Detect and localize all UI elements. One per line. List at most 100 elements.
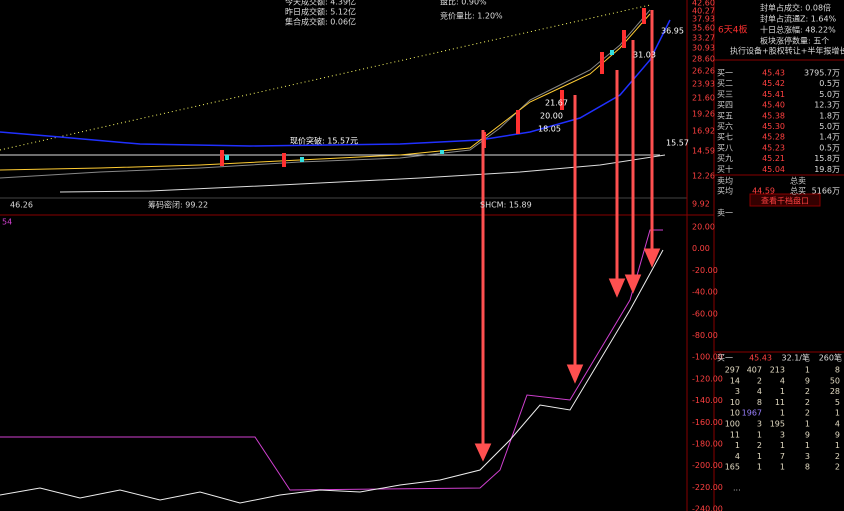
queue-cell: 213 — [770, 366, 785, 375]
button-frame[interactable] — [749, 193, 821, 207]
label: 买均 — [717, 186, 733, 196]
book-volume: 5.0万 — [819, 122, 840, 131]
queue-cell: 1 — [780, 387, 785, 396]
queue-cell: 28 — [830, 387, 840, 396]
queue-header: 45.43 — [749, 354, 772, 363]
queue-cell: 1 — [780, 409, 785, 418]
indicator-tick-label: -220.00 — [692, 483, 723, 492]
indicator-tick-label: -60.00 — [692, 309, 718, 318]
queue-cell: 1 — [780, 463, 785, 472]
value: 44.59 — [752, 187, 775, 196]
queue-cell: 8 — [835, 366, 840, 375]
book-level: 买二 — [717, 79, 733, 88]
label: 总买 — [790, 186, 806, 196]
queue-cell: 50 — [830, 376, 840, 385]
price-tick-label: 26.26 — [692, 67, 715, 76]
queue-cell: 10 — [730, 409, 740, 418]
queue-cell: 1 — [757, 430, 762, 439]
queue-cell: 4 — [835, 420, 840, 429]
indicator-tick-label: 0.00 — [692, 244, 710, 253]
queue-cell: 7 — [780, 452, 785, 461]
book-volume: 15.8万 — [814, 154, 840, 163]
book-level: 买八 — [717, 143, 733, 152]
queue-cell: 2 — [805, 398, 810, 407]
price-tick-label: 9.92 — [692, 200, 710, 209]
label: 卖均 — [717, 176, 733, 186]
stat: 盘比: 0.90% — [440, 0, 487, 7]
price-tick-label: 28.60 — [692, 55, 715, 64]
stat: 集合成交额: 0.06亿 — [285, 17, 356, 27]
footer-label: 46.26 — [10, 201, 33, 210]
indicator-tick-label: -40.00 — [692, 288, 718, 297]
queue-cell: 2 — [805, 409, 810, 418]
queue-cell: 1 — [835, 409, 840, 418]
book-price: 45.04 — [762, 165, 785, 174]
annotation: 15.57 — [666, 139, 689, 148]
book-volume: 12.3万 — [814, 101, 840, 110]
book-price: 45.21 — [762, 154, 785, 163]
queue-cell: 1 — [757, 463, 762, 472]
queue-cell: 3 — [780, 430, 785, 439]
price-tick-label: 42.60 — [692, 0, 715, 8]
price-tick-label: 40.27 — [692, 7, 715, 16]
queue-cell: 8 — [805, 463, 810, 472]
queue-cell: 14 — [730, 376, 740, 385]
stat: 竞价量比: 1.20% — [440, 11, 503, 21]
indicator-line — [0, 249, 664, 504]
book-level: 买四 — [717, 101, 733, 110]
queue-cell: 1 — [805, 441, 810, 450]
arrows — [474, 10, 661, 462]
queue-cell: 1 — [835, 441, 840, 450]
queue-cell: 297 — [725, 366, 740, 375]
annotation: 18.05 — [538, 125, 561, 134]
queue-cell: 1 — [780, 441, 785, 450]
queue-header: 260笔 — [819, 353, 842, 363]
indicator-tick-label: -240.00 — [692, 505, 723, 511]
queue-cell: 9 — [805, 430, 810, 439]
book-price: 45.40 — [762, 101, 785, 110]
queue-cell: 407 — [747, 366, 762, 375]
info: 封单占流通Z: 1.64% — [760, 14, 837, 24]
value: 5166万 — [812, 187, 840, 196]
trend-line — [0, 4, 651, 151]
book-level: 买一 — [717, 69, 733, 78]
queue-cell: 5 — [835, 398, 840, 407]
more: ... — [733, 484, 741, 493]
queue-cell: 2 — [805, 387, 810, 396]
annotation: 21.67 — [545, 99, 568, 108]
indicator-tick-label: -160.00 — [692, 418, 723, 427]
queue-cell: 10 — [730, 398, 740, 407]
indicator-tick-label: 20.00 — [692, 223, 715, 232]
book-level: 买六 — [717, 121, 733, 131]
indicator-tick-label: -200.00 — [692, 461, 723, 470]
indicator-tick-label: -80.00 — [692, 331, 718, 340]
annotation: 现价突破: 15.57元 — [290, 136, 358, 146]
queue-cell: 195 — [770, 420, 785, 429]
book-level: 买九 — [717, 154, 733, 163]
queue-cell: 1 — [805, 420, 810, 429]
annotation: 20.00 — [540, 112, 563, 121]
queue-header: 买一 — [717, 354, 733, 363]
info: 板块涨停数量: 五个 — [760, 36, 829, 46]
info: 十日总涨幅: 48.22% — [760, 25, 836, 35]
queue-header: 32.1/笔 — [781, 353, 810, 363]
queue-cell: 100 — [725, 420, 740, 429]
price-tick-label: 12.26 — [692, 172, 715, 181]
price-tick-label: 35.60 — [692, 24, 715, 33]
queue-cell: 2 — [835, 452, 840, 461]
label: 总卖 — [790, 176, 806, 186]
price-tick-label: 23.93 — [692, 80, 715, 89]
queue-cell: 1 — [757, 452, 762, 461]
queue-cell: 8 — [757, 398, 762, 407]
book-volume: 5.0万 — [819, 90, 840, 99]
queue-cell: 4 — [757, 387, 762, 396]
book-volume: 1.8万 — [819, 111, 840, 120]
price-tick-label: 14.59 — [692, 147, 715, 156]
book-price: 45.41 — [762, 90, 785, 99]
concept: 执行设备+股权转让+半年报增长 — [730, 46, 844, 56]
indicator-tick-label: -140.00 — [692, 396, 723, 405]
button-label[interactable]: 查看千档盘口 — [761, 196, 809, 206]
label: 卖一 — [717, 209, 733, 218]
